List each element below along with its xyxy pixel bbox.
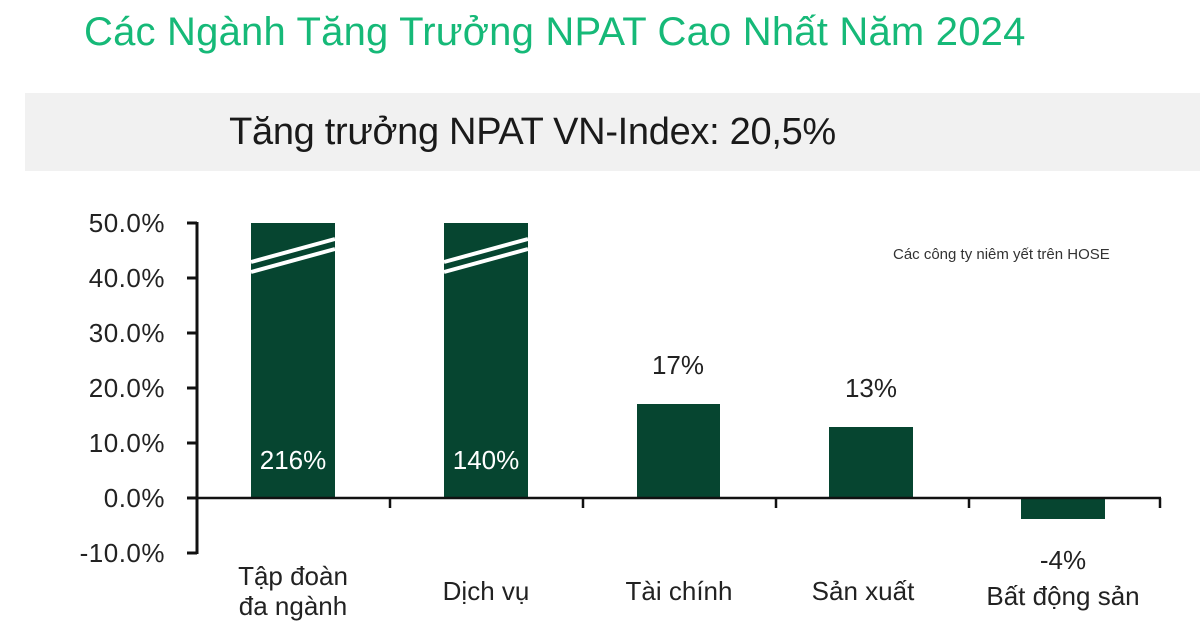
- value-label: -4%: [1039, 545, 1087, 575]
- y-tick-label: -10.0%: [79, 538, 165, 568]
- bar-tai-chinh: [637, 404, 720, 498]
- chart-title: Các Ngành Tăng Trưởng NPAT Cao Nhất Năm …: [84, 10, 1026, 54]
- axis-break-icon: [250, 237, 529, 274]
- category-label-line: Bất động sản: [986, 581, 1140, 611]
- bar-san-xuat: [829, 427, 913, 498]
- source-note: Các công ty niêm yết trên HOSE: [893, 246, 1110, 263]
- value-label: 140%: [452, 445, 520, 475]
- vnindex-growth-banner: Tăng trưởng NPAT VN-Index: 20,5%: [25, 93, 1200, 171]
- category-label-line: Tài chính: [625, 576, 733, 606]
- category-label: Dịch vụ: [406, 576, 566, 606]
- bar-bat-dong-san: [1021, 498, 1105, 519]
- category-label: Tập đoàn đa ngành: [213, 561, 373, 621]
- category-label: -4% Bất động sản: [973, 545, 1153, 611]
- y-tick-label: 30.0%: [88, 318, 165, 348]
- value-label: 216%: [259, 445, 327, 475]
- category-label-line: Dịch vụ: [442, 576, 530, 606]
- y-tick-label: 10.0%: [88, 428, 165, 458]
- y-tick-label: 20.0%: [88, 373, 165, 403]
- category-label-line: đa ngành: [238, 591, 348, 621]
- vnindex-growth-text: Tăng trưởng NPAT VN-Index: 20,5%: [229, 110, 836, 153]
- value-label: 13%: [844, 373, 898, 403]
- y-tick-label: 0.0%: [103, 483, 165, 513]
- y-tick-label: 40.0%: [88, 263, 165, 293]
- value-label: 17%: [651, 350, 705, 380]
- category-label: Sản xuất: [783, 576, 943, 606]
- category-label: Tài chính: [599, 576, 759, 606]
- category-label-line: Sản xuất: [811, 576, 915, 606]
- y-tick-label: 50.0%: [88, 208, 165, 238]
- category-label-line: Tập đoàn: [238, 561, 348, 591]
